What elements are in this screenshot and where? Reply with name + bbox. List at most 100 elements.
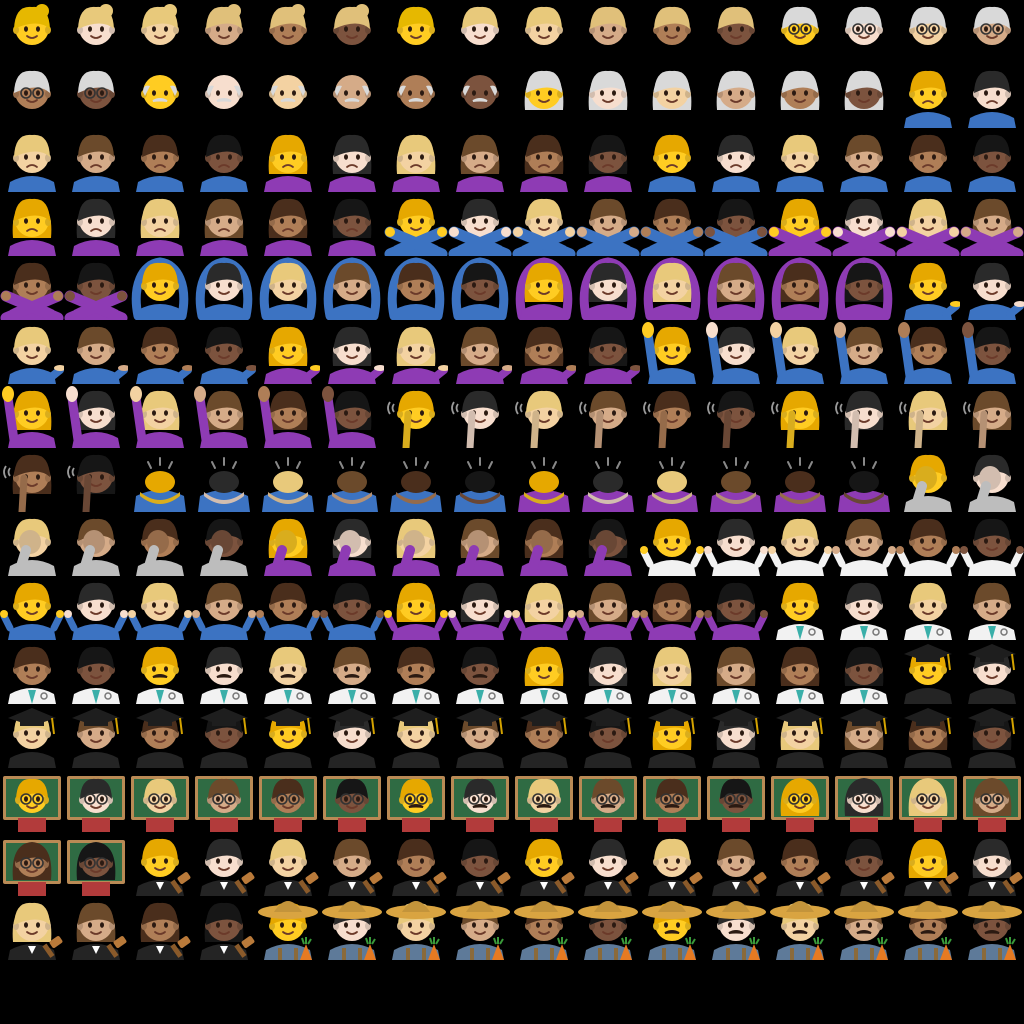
man-gesturing-ok-icon	[387, 257, 445, 320]
man-raising-hand-emoji-tone-0	[640, 320, 704, 384]
woman-frowning-emoji-tone-0	[256, 128, 320, 192]
man-tipping-hand-icon	[8, 326, 64, 384]
woman-frowning-icon	[264, 134, 312, 192]
woman-judge-icon	[72, 902, 127, 960]
older-adult-icon	[781, 6, 819, 45]
woman-health-worker-icon	[584, 646, 632, 704]
man-gesturing-ok-icon	[259, 257, 317, 320]
man-farmer-icon	[834, 901, 894, 960]
man-bowing-icon	[134, 457, 186, 512]
man-teacher-icon	[579, 776, 637, 832]
woman-health-worker-icon	[648, 646, 696, 704]
person-shrugging-emoji-tone-3	[832, 512, 896, 576]
woman-bowing-icon	[710, 457, 762, 512]
man-health-worker-icon	[200, 646, 248, 704]
man-student-icon	[264, 708, 312, 768]
woman-gesturing-no-icon	[896, 198, 960, 256]
man-student-emoji-tone-2	[384, 704, 448, 768]
man-blond-hair-icon	[653, 6, 691, 45]
woman-teacher-emoji-tone-3	[960, 768, 1024, 832]
woman-bowing-emoji-tone-5	[832, 448, 896, 512]
man-tipping-hand-icon	[136, 326, 192, 384]
man-blond-hair-emoji-tone-3	[576, 0, 640, 64]
man-shrugging-emoji-tone-2	[128, 576, 192, 640]
man-shrugging-icon	[128, 582, 192, 640]
man-gesturing-ok-icon	[323, 257, 381, 320]
woman-gesturing-no-emoji-tone-4	[0, 256, 64, 320]
man-facepalming-icon	[200, 518, 248, 576]
health-worker-emoji-tone-5	[64, 640, 128, 704]
woman-teacher-icon	[67, 840, 125, 896]
woman-judge-emoji-tone-3	[64, 896, 128, 960]
teacher-emoji-tone-0	[0, 768, 64, 832]
man-pouting-emoji-tone-2	[768, 128, 832, 192]
woman-student-icon	[648, 708, 696, 768]
old-woman-emoji-tone-3	[704, 64, 768, 128]
woman-raising-hand-icon	[130, 386, 184, 448]
woman-tipping-hand-emoji-tone-4	[512, 320, 576, 384]
man-gesturing-no-emoji-tone-4	[640, 192, 704, 256]
student-icon	[968, 644, 1016, 704]
old-woman-icon	[844, 70, 884, 110]
man-raising-hand-icon	[962, 322, 1016, 384]
man-tipping-hand-icon	[904, 262, 960, 320]
woman-bowing-icon	[582, 457, 634, 512]
woman-student-icon	[840, 708, 888, 768]
woman-raising-hand-icon	[258, 386, 312, 448]
judge-icon	[264, 838, 319, 896]
older-adult-icon	[845, 6, 883, 45]
person-shrugging-emoji-tone-0	[640, 512, 704, 576]
man-deaf-emoji-tone-1	[448, 384, 512, 448]
man-deaf-icon	[387, 390, 435, 448]
woman-judge-emoji-tone-4	[128, 896, 192, 960]
man-student-icon	[456, 708, 504, 768]
man-pouting-emoji-tone-0	[640, 128, 704, 192]
man-deaf-icon	[579, 390, 627, 448]
woman-gesturing-ok-icon	[579, 257, 637, 320]
man-bowing-emoji-tone-1	[192, 448, 256, 512]
man-health-worker-emoji-tone-1	[192, 640, 256, 704]
woman-bowing-emoji-tone-3	[704, 448, 768, 512]
woman-pouting-icon	[8, 198, 56, 256]
woman-teacher-icon	[835, 776, 893, 832]
man-student-icon	[584, 708, 632, 768]
man-deaf-emoji-tone-5	[704, 384, 768, 448]
woman-gesturing-ok-icon	[643, 257, 701, 320]
old-man-emoji-tone-0	[128, 64, 192, 128]
woman-facepalming-icon	[328, 518, 376, 576]
woman-shrugging-emoji-tone-4	[640, 576, 704, 640]
man-teacher-emoji-tone-3	[576, 768, 640, 832]
teacher-emoji-tone-3	[192, 768, 256, 832]
man-judge-icon	[648, 838, 703, 896]
student-emoji-tone-4	[128, 704, 192, 768]
old-man-emoji-tone-2	[256, 64, 320, 128]
woman-frowning-emoji-tone-4	[512, 128, 576, 192]
health-worker-icon	[904, 582, 952, 640]
woman-frowning-emoji-tone-5	[576, 128, 640, 192]
man-raising-hand-icon	[898, 322, 952, 384]
man-deaf-icon	[515, 390, 563, 448]
old-woman-emoji-tone-4	[768, 64, 832, 128]
woman-teacher-icon	[963, 776, 1021, 832]
man-farmer-icon	[770, 901, 830, 960]
health-worker-emoji-tone-0	[768, 576, 832, 640]
old-man-emoji-tone-1	[192, 64, 256, 128]
woman-blond-hair-icon	[333, 4, 371, 45]
person-shrugging-emoji-tone-5	[960, 512, 1024, 576]
woman-frowning-emoji-tone-2	[384, 128, 448, 192]
man-student-emoji-tone-4	[512, 704, 576, 768]
woman-gesturing-ok-emoji-tone-3	[704, 256, 768, 320]
man-gesturing-no-icon	[704, 198, 768, 256]
man-farmer-icon	[706, 901, 766, 960]
man-bowing-icon	[198, 457, 250, 512]
man-health-worker-icon	[456, 646, 504, 704]
man-judge-emoji-tone-5	[832, 832, 896, 896]
woman-facepalming-emoji-tone-1	[320, 512, 384, 576]
woman-raising-hand-icon	[66, 386, 120, 448]
man-judge-emoji-tone-0	[512, 832, 576, 896]
woman-judge-icon	[136, 902, 191, 960]
older-adult-icon	[909, 6, 947, 45]
man-farmer-emoji-tone-0	[640, 896, 704, 960]
woman-shrugging-icon	[704, 582, 768, 640]
woman-facepalming-icon	[456, 518, 504, 576]
